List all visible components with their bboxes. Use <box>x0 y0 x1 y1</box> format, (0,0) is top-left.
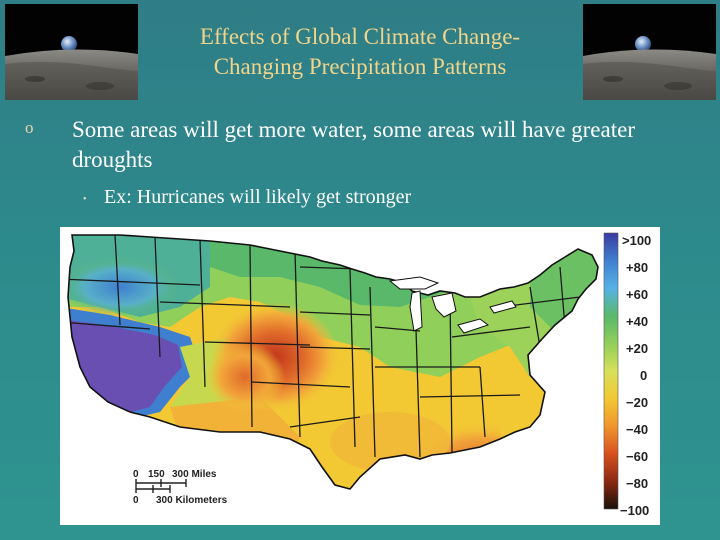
bullet-marker-dot: • <box>83 194 87 205</box>
legend-color-bar <box>603 232 619 510</box>
title-line-1: Effects of Global Climate Change- <box>199 24 521 49</box>
scale-km-300: 300 Kilometers <box>156 495 228 506</box>
legend-label-0: 0 <box>640 368 647 383</box>
bullet-text-main: Some areas will get more water, some are… <box>72 117 635 172</box>
earthrise-icon <box>583 4 716 100</box>
scale-miles-0: 0 <box>133 469 139 480</box>
earthrise-image-left <box>5 4 138 100</box>
legend-label-m20: −20 <box>626 395 648 410</box>
great-lakes <box>388 276 517 334</box>
precipitation-map: 0 150 300 Miles 0 300 Kilometers >100 +8… <box>60 227 660 525</box>
legend-label-p60: +60 <box>626 287 648 302</box>
earthrise-icon <box>5 4 138 100</box>
scale-km-0: 0 <box>133 495 139 506</box>
bullet-marker-circle: o <box>25 118 34 137</box>
legend-label-p80: +80 <box>626 260 648 275</box>
title-line-2: Changing Precipitation Patterns <box>213 54 507 79</box>
scale-miles-300: 300 Miles <box>172 469 217 480</box>
precipitation-legend: >100 +80 +60 +40 +20 0 −20 −40 −60 −80 −… <box>603 232 651 518</box>
map-fill <box>68 235 598 489</box>
slide-title: Effects of Global Climate Change- Changi… <box>140 22 580 82</box>
legend-label-m40: −40 <box>626 422 648 437</box>
legend-label-m100: −100 <box>620 503 649 518</box>
legend-label-m80: −80 <box>626 476 648 491</box>
legend-label-p20: +20 <box>626 341 648 356</box>
scale-miles-150: 150 <box>148 469 165 480</box>
us-outline <box>67 234 599 490</box>
us-precipitation-map: 0 150 300 Miles 0 300 Kilometers >100 +8… <box>67 232 651 518</box>
earthrise-image-right <box>583 4 716 100</box>
bullet-text-sub: Ex: Hurricanes will likely get stronger <box>104 186 412 208</box>
legend-label-gt100: >100 <box>622 233 651 248</box>
legend-label-m60: −60 <box>626 449 648 464</box>
map-scale-bar: 0 150 300 Miles 0 300 Kilometers <box>133 469 228 506</box>
legend-label-p40: +40 <box>626 314 648 329</box>
